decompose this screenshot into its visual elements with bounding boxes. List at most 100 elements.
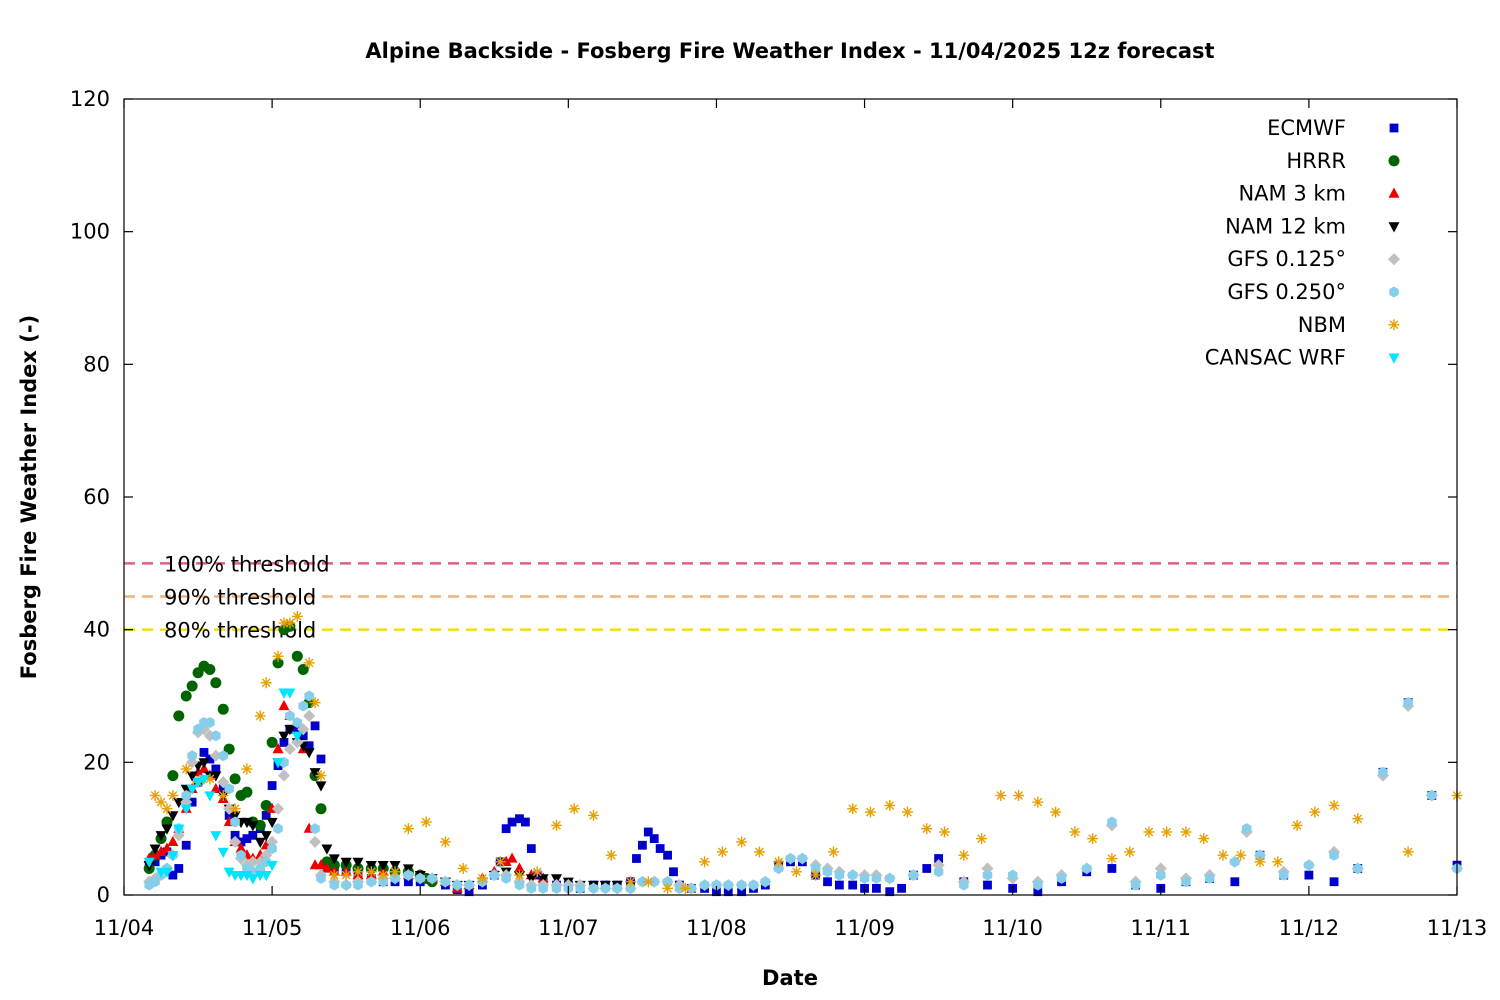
- data-point-hrrr: [241, 786, 253, 798]
- data-point-gfs-0-250: [193, 723, 203, 735]
- data-point-gfs-0-250: [785, 853, 796, 865]
- data-point-nam-3-km: [161, 842, 173, 853]
- data-point-cansac-wrf: [247, 874, 259, 885]
- data-point-nam-12-km: [161, 824, 173, 835]
- data-point-nbm: [1402, 846, 1414, 858]
- data-point-nbm: [340, 869, 352, 881]
- data-point-ecmwf: [1304, 870, 1314, 880]
- data-point-ecmwf: [897, 883, 906, 893]
- data-point-ecmwf: [872, 883, 881, 893]
- data-point-nbm: [753, 846, 765, 858]
- data-point-ecmwf: [934, 854, 944, 863]
- data-point-ecmwf: [669, 867, 678, 877]
- data-point-gfs-0-250: [1056, 872, 1067, 884]
- data-point-ecmwf: [848, 880, 858, 890]
- data-point-gfs-0-250: [211, 730, 221, 742]
- y-tick-label: 120: [70, 87, 110, 111]
- data-point-nam-3-km: [210, 782, 222, 793]
- chart-title: Alpine Backside - Fosberg Fire Weather I…: [365, 39, 1214, 63]
- data-point-gfs-0-250: [329, 879, 340, 891]
- data-point-nbm: [377, 869, 389, 881]
- data-point-gfs-0-250: [298, 700, 308, 712]
- x-tick-label: 11/10: [982, 916, 1043, 940]
- x-tick-label: 11/11: [1131, 916, 1192, 940]
- data-point-gfs-0-250: [797, 853, 808, 865]
- data-point-gfs-0-250: [1033, 879, 1043, 891]
- data-point-nam-12-km: [315, 781, 327, 792]
- data-point-ecmwf: [168, 870, 178, 880]
- data-point-gfs-0-250: [834, 869, 845, 881]
- data-point-gfs-0-250: [1304, 859, 1314, 871]
- data-point-nbm: [161, 803, 173, 815]
- data-point-gfs-0-250: [699, 879, 710, 891]
- data-point-nbm: [605, 849, 617, 861]
- data-point-cansac-wrf: [204, 791, 216, 802]
- data-point-gfs-0-250: [1081, 862, 1092, 874]
- data-point-ecmwf: [637, 840, 647, 850]
- data-point-cansac-wrf: [291, 731, 303, 742]
- data-point-gfs-0-250: [933, 866, 944, 878]
- data-point-nam-12-km: [328, 854, 340, 865]
- data-point-nbm: [939, 826, 951, 838]
- data-point-ecmwf: [279, 738, 289, 747]
- data-point-gfs-0-250: [310, 823, 320, 835]
- data-point-gfs-0-125: [981, 862, 994, 875]
- data-point-nam-3-km: [513, 862, 525, 873]
- data-point-nbm: [847, 803, 859, 815]
- data-point-nbm: [1032, 796, 1044, 808]
- data-point-ecmwf: [834, 880, 844, 890]
- data-point-nam-12-km: [340, 857, 352, 868]
- data-point-ecmwf: [643, 827, 653, 837]
- legend-marker: [1388, 155, 1400, 167]
- data-point-gfs-0-250: [822, 866, 833, 878]
- data-point-nbm: [976, 833, 988, 845]
- data-point-gfs-0-250: [1007, 869, 1018, 881]
- data-point-nbm: [1143, 826, 1155, 838]
- data-point-nbm: [1254, 856, 1266, 868]
- data-point-ecmwf: [224, 811, 234, 820]
- legend-label: NAM 3 km: [1238, 182, 1346, 206]
- data-point-nbm: [254, 710, 266, 722]
- data-point-ecmwf: [507, 817, 517, 827]
- y-tick-label: 20: [83, 750, 110, 774]
- data-point-gfs-0-250: [1204, 872, 1215, 884]
- data-point-ecmwf: [520, 817, 530, 827]
- data-point-gfs-0-250: [316, 872, 326, 884]
- data-point-gfs-0-250: [908, 869, 919, 881]
- legend: ECMWF HRRR NAM 3 km NAM 12 km GFS 0.125° GFS …: [1205, 116, 1401, 370]
- data-point-nam-12-km: [352, 857, 364, 868]
- data-point-nbm: [884, 799, 896, 811]
- data-point-ecmwf: [181, 840, 191, 850]
- data-point-ecmwf: [1329, 877, 1339, 887]
- data-point-gfs-0-125: [246, 855, 259, 868]
- data-point-nbm: [229, 803, 241, 815]
- data-point-nbm: [864, 806, 876, 818]
- data-point-hrrr: [328, 859, 340, 871]
- data-point-gfs-0-250: [378, 876, 388, 888]
- data-point-nbm: [241, 763, 253, 775]
- data-point-ecmwf: [1033, 887, 1043, 897]
- data-point-gfs-0-125: [309, 835, 322, 848]
- legend-label: HRRR: [1286, 149, 1346, 173]
- data-point-nam-3-km: [235, 842, 247, 853]
- data-point-gfs-0-250: [366, 876, 377, 888]
- data-point-nbm: [352, 866, 364, 878]
- data-point-ecmwf: [501, 824, 511, 834]
- data-point-gfs-0-250: [588, 882, 599, 894]
- data-point-hrrr: [180, 690, 192, 702]
- data-point-gfs-0-250: [982, 869, 993, 881]
- data-point-ecmwf: [174, 864, 184, 873]
- data-point-nbm: [389, 866, 401, 878]
- data-point-cansac-wrf: [180, 804, 192, 815]
- data-point-gfs-0-250: [884, 872, 895, 884]
- data-point-nbm: [588, 809, 600, 821]
- data-point-nbm: [699, 856, 711, 868]
- data-point-nbm: [679, 882, 691, 894]
- data-point-cansac-wrf: [210, 831, 222, 842]
- data-point-ecmwf: [267, 781, 277, 790]
- data-point-gfs-0-250: [1107, 816, 1117, 828]
- data-point-gfs-0-250: [538, 882, 548, 894]
- data-point-ecmwf: [663, 850, 672, 860]
- data-point-gfs-0-250: [760, 876, 771, 888]
- data-point-gfs-0-125: [277, 769, 291, 782]
